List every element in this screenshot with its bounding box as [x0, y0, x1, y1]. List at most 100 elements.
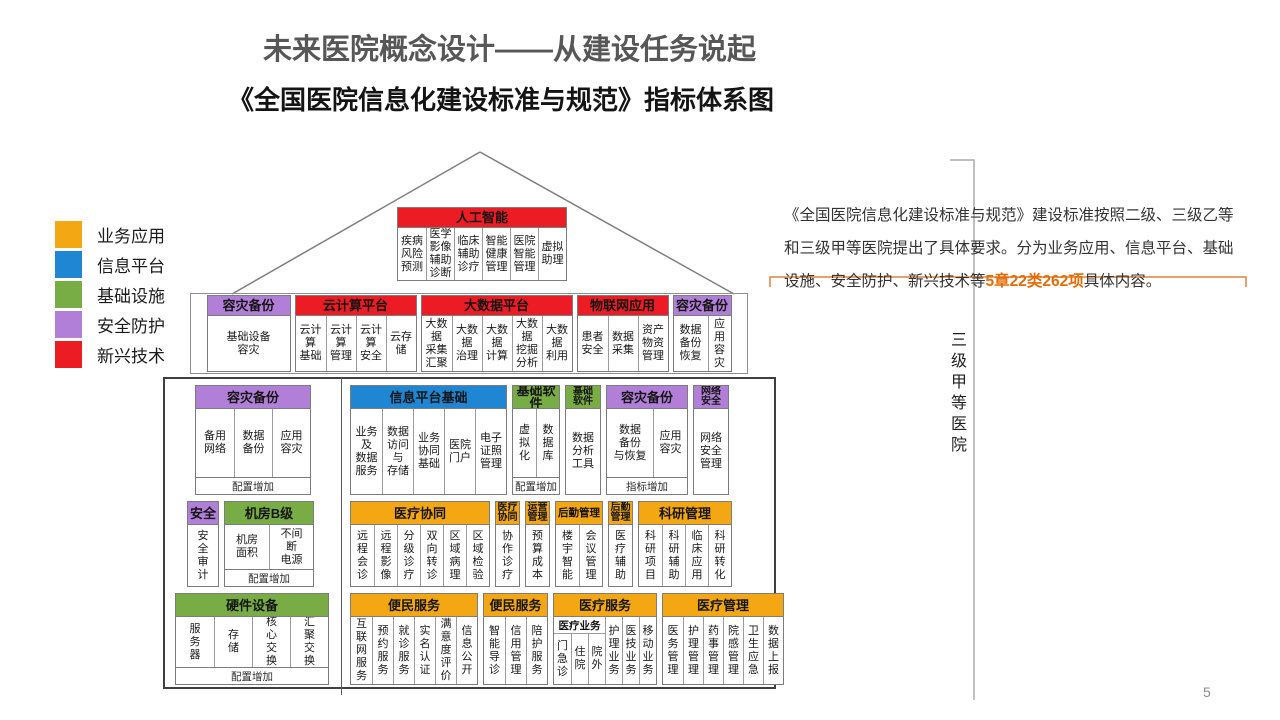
- item-cell: 医院 门户: [444, 409, 475, 494]
- roof-band: 容灾备份 基础设备 容灾 云计算平台 云计 算 基础 云计 算 管理 云计 算 安全 云存 …: [190, 293, 748, 374]
- item-cell: 门 急 诊: [557, 639, 568, 678]
- group-header: 后勤 管理: [609, 502, 632, 525]
- group-items: 业务 及 数据 服务 数据 访问 与 存储 业务 协同 基础 医院 门户 电子 证照 管…: [351, 409, 506, 494]
- item-cell: 分 级 诊 疗: [397, 525, 420, 586]
- category-group: 安全安 全 审 计: [187, 501, 219, 587]
- group-header: 安全: [188, 502, 218, 525]
- group-header: 硬件设备: [176, 594, 328, 617]
- group-items: 协 作 诊 疗: [496, 525, 519, 586]
- item-cell: 安 全 审 计: [197, 529, 209, 581]
- category-group: 后勤 管理医 疗 辅 助: [608, 501, 633, 587]
- item-cell: 应用 容灾: [653, 409, 687, 477]
- category-group: 基础软件虚 拟 化数 据 库配置增加: [512, 385, 560, 495]
- item-cell: 核 心 交 换: [252, 617, 290, 667]
- group-items: 医 疗 辅 助: [609, 525, 632, 586]
- category-group: 硬件设备服 务 器 存 储核 心 交 换汇 聚 交 换配置增加: [175, 593, 329, 685]
- item-cell: 护 理 管 理: [683, 617, 703, 684]
- category-group: 大数据平台 大数 据 采集 汇聚 大数 据 治理 大数 据 计算 大数 据 挖掘 分析大…: [420, 295, 573, 372]
- group-items: 智 能 导 诊信 用 管 理陪 护 服 务: [484, 617, 547, 684]
- item-cell: 实 名 认 证: [414, 617, 435, 684]
- body-row: 安全安 全 审 计机房B级 机房 面积 不间 断 电源 配置增加: [187, 501, 314, 587]
- item-cell: 数据 分析 工具: [572, 432, 594, 470]
- group-items: 数据 备份 恢复应 用 容 灾: [674, 316, 731, 371]
- item-cell: 业务 协同 基础: [413, 409, 444, 494]
- legend-swatch: [55, 251, 82, 278]
- group-items: 数据 备份 与恢复 应用 容灾: [607, 409, 687, 477]
- item-cell: 信 用 管 理: [505, 617, 526, 684]
- subgroup: 医疗业务门 急 诊住 院院 外: [554, 617, 605, 684]
- legend-item: 安全防护: [55, 311, 165, 338]
- item-cell: 数据 备份 与恢复: [613, 423, 647, 462]
- item-cell: 虚 拟 化: [519, 423, 530, 462]
- group-header: 医疗服务: [554, 594, 656, 617]
- group-header: 后勤管理: [556, 502, 602, 525]
- item-cell: 护 理 业 务: [605, 617, 622, 684]
- category-group: 运营 管理预 算 成 本: [525, 501, 550, 587]
- category-group: 容灾备份 基础设备 容灾: [206, 295, 291, 372]
- legend: 业务应用 信息平台 基础设施 安全防护 新兴技术: [55, 221, 165, 368]
- item-cell: 医 务 管 理: [667, 624, 679, 676]
- item-cell: 云存 储: [385, 316, 416, 371]
- group-header: 运营 管理: [526, 502, 549, 525]
- category-group: 容灾备份 备用 网络 数据 备份 应用 容灾 配置增加: [195, 385, 311, 495]
- item-cell: 智 能 导 诊: [489, 624, 500, 676]
- item-cell: 服 务 器: [189, 622, 201, 661]
- category-group: 网络 安全 网络 安全 管理: [693, 385, 729, 495]
- group-header: 科研管理: [639, 502, 731, 525]
- group-header: 基础软件: [513, 386, 559, 409]
- item-cell: 业务 及 数据 服务: [355, 425, 378, 477]
- group-items: 远 程 会 诊远 程 影 像分 级 诊 疗双 向 转 诊区 域 病 理区 域 检…: [351, 525, 489, 586]
- group-footer: 指标增加: [607, 477, 687, 494]
- page-number: 5: [1203, 684, 1211, 700]
- item-cell: 大数 据 利用: [541, 316, 572, 371]
- item-cell: 陪 护 服 务: [526, 617, 547, 684]
- item-cell: 数据 访问 与 存储: [382, 409, 413, 494]
- house-body: 容灾备份 备用 网络 数据 备份 应用 容灾 配置增加 信息平台基础 业务 及 数据 服务…: [163, 377, 784, 695]
- item-cell: 协 作 诊 疗: [502, 529, 513, 581]
- legend-swatch: [55, 281, 82, 308]
- item-cell: 就 诊 服 务: [393, 617, 414, 684]
- body-row: 容灾备份 备用 网络 数据 备份 应用 容灾 配置增加: [195, 385, 311, 495]
- item-cell: 存 储: [214, 617, 252, 667]
- subgroup-items: 门 急 诊住 院院 外: [554, 634, 605, 684]
- item-cell: 网络 安全 管理: [700, 432, 722, 470]
- category-group: 云计算平台 云计 算 基础 云计 算 管理 云计 算 安全 云存 储: [294, 295, 417, 372]
- item-cell: 数 据 库: [536, 409, 559, 477]
- group-items: 楼 宇 智 能会 议 管 理: [556, 525, 602, 586]
- item-cell: 电子 证照 管理: [475, 409, 506, 494]
- legend-item: 基础设施: [55, 281, 165, 308]
- group-header: 云计算平台: [295, 296, 416, 316]
- item-cell: 数据 备份: [234, 409, 272, 477]
- group-header: 医疗管理: [663, 594, 783, 617]
- item-cell: 移 动 业 务: [639, 617, 656, 684]
- item-cell: 数 据 上 报: [763, 617, 783, 684]
- group-header: 信息平台基础: [351, 386, 506, 409]
- body-row: 信息平台基础 业务 及 数据 服务 数据 访问 与 存储 业务 协同 基础 医院 门户电…: [350, 385, 729, 495]
- legend-item: 业务应用: [55, 221, 165, 248]
- group-items: 服 务 器 存 储核 心 交 换汇 聚 交 换: [176, 617, 328, 667]
- item-cell: 云计 算 基础: [299, 324, 322, 362]
- item-cell: 科 研 辅 助: [662, 525, 685, 586]
- group-items: 云计 算 基础 云计 算 管理 云计 算 安全 云存 储: [296, 316, 416, 371]
- category-group: 人工智能 疾病 风险 预测 医学 影像 辅助 诊断 临床 辅助 诊疗 智能 健康 管理医…: [397, 207, 567, 281]
- item-cell: 医 疗 辅 助: [615, 529, 626, 581]
- group-header: 大数据平台: [421, 296, 572, 316]
- group-footer: 配置增加: [176, 667, 328, 684]
- diagram-title: 《全国医院信息化建设标准与规范》指标体系图: [228, 85, 775, 115]
- category-group: 医疗管理医 务 管 理护 理 管 理药 事 管 理院 感 管 理卫 生 应 急数…: [662, 593, 784, 685]
- item-cell: 大数 据 治理: [451, 316, 482, 371]
- item-cell: 医学 影像 辅助 诊断: [426, 228, 454, 280]
- group-header: 容灾备份: [607, 386, 687, 409]
- category-group: 物联网应用 患者 安全 数据 采集 资产 物资 管理: [576, 295, 669, 372]
- annotation-highlight: 5章22类262项: [985, 273, 1084, 290]
- item-cell: 区 域 检 验: [466, 525, 489, 586]
- item-cell: 备用 网络: [204, 430, 226, 455]
- body-divider: [341, 377, 342, 695]
- roof-ai-block: 人工智能 疾病 风险 预测 医学 影像 辅助 诊断 临床 辅助 诊疗 智能 健康 管理医…: [397, 207, 567, 281]
- item-cell: 科 研 转 化: [708, 525, 731, 586]
- group-items: 基础设备 容灾: [208, 316, 290, 371]
- item-cell: 云计 算 管理: [325, 316, 356, 371]
- group-footer: 配置增加: [513, 477, 559, 494]
- legend-item: 信息平台: [55, 251, 165, 278]
- item-cell: 大数 据 计算: [481, 316, 512, 371]
